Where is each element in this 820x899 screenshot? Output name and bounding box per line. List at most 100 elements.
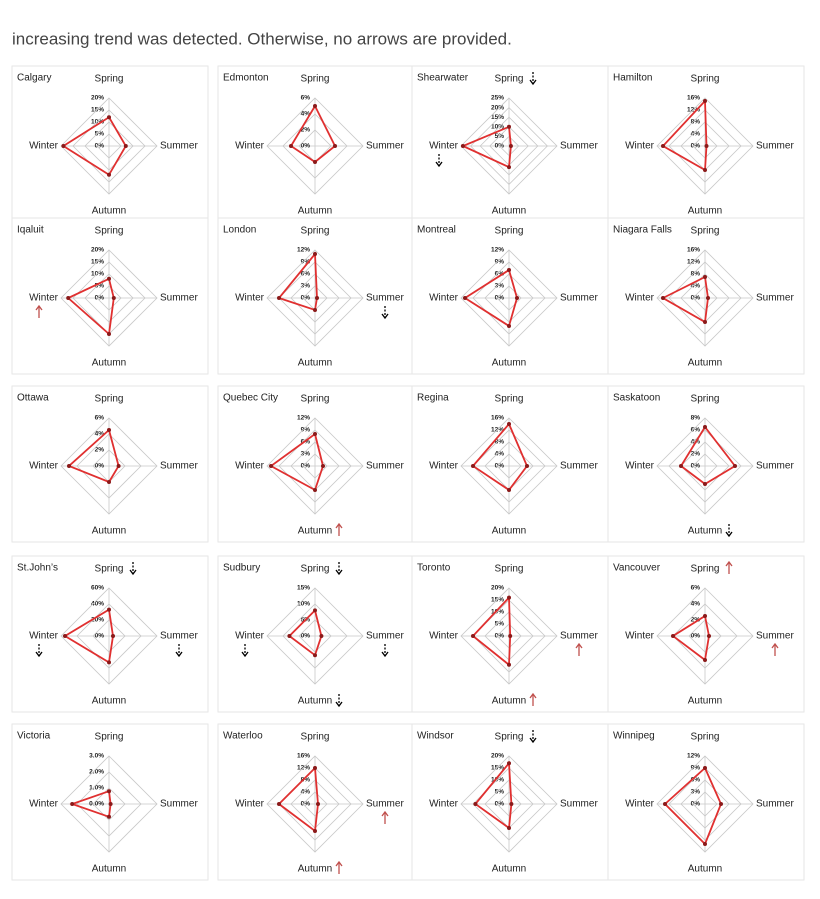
tick-label: 0% [495,801,505,808]
data-point [63,634,67,638]
grid-ring [302,791,328,817]
category-label: Autumn [298,864,332,875]
grid-ring [460,97,558,195]
data-point [315,296,319,300]
tick-label: 20% [491,585,504,592]
data-point [707,634,711,638]
data-point [107,814,111,819]
category-label: Winter [429,141,459,152]
category-label: Autumn [298,358,332,369]
category-label: Summer [756,631,794,642]
data-point [313,488,317,492]
category-label: Spring [691,74,720,85]
data-point [733,464,737,468]
category-label: Spring [691,564,720,575]
tick-label: 15% [297,585,310,592]
data-point [703,658,707,662]
category-label: Winter [29,799,59,810]
tick-label: 15% [91,259,104,266]
trend-arrow-head [381,651,389,658]
data-point [703,425,707,429]
tick-label: 0% [691,633,701,640]
data-point [70,802,75,806]
tick-label: 3% [495,283,505,290]
tick-label: 6% [691,777,701,784]
tick-label: 15% [491,765,504,772]
tick-label: 3% [301,451,311,458]
data-point [313,608,317,613]
radar-panel: Montreal 0% 3% 6% 9% 12% Spring Summer Autumn Win… [411,217,609,375]
category-label: Summer [160,799,198,810]
category-label: Spring [301,564,330,575]
data-point [61,144,66,148]
category-label: Autumn [298,206,332,217]
grid-ring [76,771,142,837]
grid-ring [266,587,364,685]
data-point [703,482,707,486]
grid-ring [282,603,348,669]
panel-title: Edmonton [223,73,269,84]
category-label: Winter [29,461,59,472]
category-label: Summer [366,799,404,810]
tick-label: 8% [495,439,505,446]
data-point [116,464,121,468]
tick-label: 0% [95,463,105,470]
grid-ring [278,261,352,335]
data-point [525,464,529,468]
tick-label: 60% [91,585,104,592]
tick-label: 12% [491,427,504,434]
panel-background [411,723,609,881]
data-point [507,826,511,830]
tick-label: 20% [91,95,104,102]
trend-arrow-head [529,79,537,86]
radar-panel: Winnipeg 0% 3% 6% 9% 12% Spring Summer Autumn Win… [607,723,805,881]
radar-panel: Vancouver 0% 2% 4% 6% Spring Summer Autumn Winte… [607,555,805,713]
category-label: Summer [366,293,404,304]
tick-label: 15% [491,114,504,121]
trend-arrow-head [435,161,443,168]
data-point [507,165,511,170]
tick-label: 0% [301,143,311,150]
category-label: Spring [301,226,330,237]
tick-label: 0% [691,143,701,150]
tick-label: 20% [491,753,504,760]
category-label: Winter [429,293,459,304]
category-label: Winter [625,631,655,642]
category-label: Summer [756,141,794,152]
grid-ring [496,453,522,479]
tick-label: 10% [491,124,504,131]
tick-label: 4% [495,451,505,458]
category-label: Spring [691,394,720,405]
grid-ring [656,755,754,853]
tick-label: 16% [297,753,310,760]
data-point [471,464,475,468]
trend-arrow-head [335,569,343,576]
data-point [313,104,317,108]
data-point [313,252,317,256]
data-point [507,662,511,667]
grid-ring [302,453,328,479]
tick-label: 3% [691,789,701,796]
grid-ring [60,249,158,347]
category-label: Autumn [298,526,332,537]
category-label: Summer [366,631,404,642]
tick-label: 8% [691,415,701,422]
category-label: Spring [691,226,720,237]
category-label: Autumn [688,358,722,369]
category-label: Summer [160,631,198,642]
tick-label: 16% [687,247,700,254]
data-point [508,634,513,638]
tick-label: 20% [491,104,504,111]
tick-label: 4% [691,131,701,138]
data-point [508,144,513,148]
trend-arrow-head [129,569,137,576]
radar-panel: Regina 0% 4% 8% 12% 16% Spring Summer Autumn Wint… [411,385,609,543]
category-label: Autumn [688,864,722,875]
data-point [460,144,465,148]
grid-ring [266,249,364,347]
panel-background [607,385,805,543]
tick-label: 16% [687,95,700,102]
data-point [507,595,511,600]
trend-arrow-head [335,860,343,867]
data-point [703,168,707,172]
